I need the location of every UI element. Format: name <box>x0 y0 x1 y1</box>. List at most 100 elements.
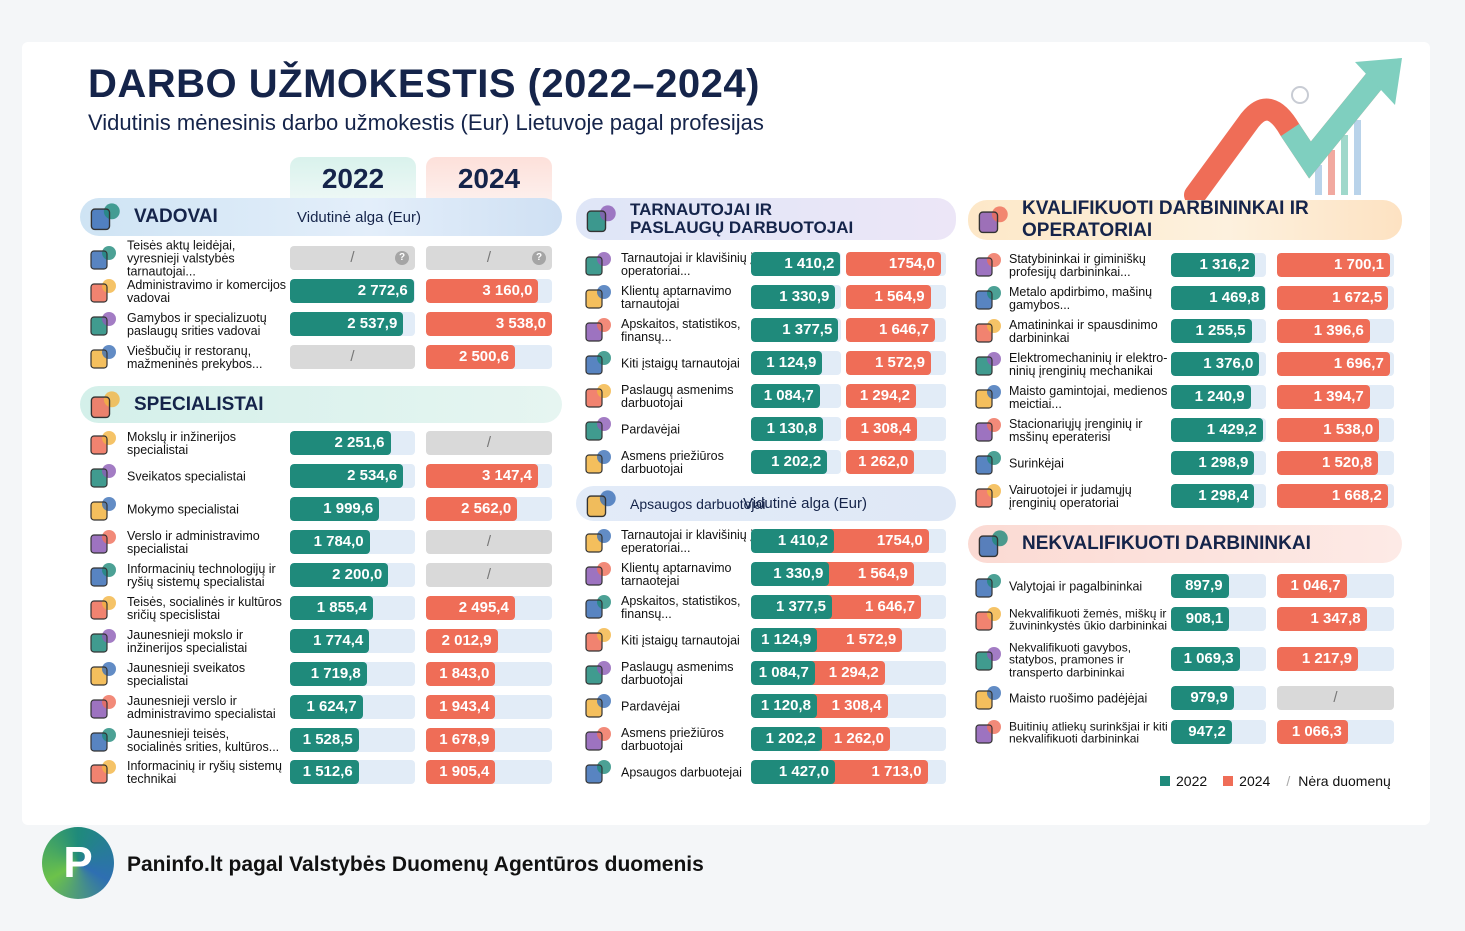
hairdryer-icon <box>585 384 611 408</box>
bar-2022: 1 255,5 <box>1171 319 1252 343</box>
bar-2024: 2 500,6 <box>426 345 515 369</box>
bar-2022: 1 429,2 <box>1171 418 1263 442</box>
welding-mask-icon <box>975 286 1001 310</box>
table-row: Administravimo ir komercijos vadovai 2 77… <box>0 275 1465 308</box>
section-title: NEKVALIFIKUOTI DARBININKAI <box>1022 533 1311 554</box>
row-label: Surinkėjai <box>1009 456 1064 470</box>
bar-track-2024: 1 646,7 <box>846 318 946 342</box>
lightbulb-graduate-icon <box>90 390 120 418</box>
row-label: Jaunesnieji verslo ir administravimo spe… <box>127 693 276 721</box>
table-row: Maisto ruošimo padėjėjai 979,9 / <box>0 682 1465 715</box>
bar-2022: 2 537,9 <box>290 312 404 336</box>
no-data-mark: / <box>1333 689 1338 706</box>
hairdryer-icon <box>585 661 611 685</box>
bar-2022: 1 784,0 <box>290 530 370 554</box>
table-row: Paslaugų asmenims darbuotojai 1 084,7 1 29… <box>0 380 1465 413</box>
abacus-icon <box>585 595 611 619</box>
chef-hat-icon <box>975 385 1001 409</box>
bar-track-2022: 1 376,0 <box>1171 352 1266 376</box>
row-label: Metalo apdirbimo, mašinų gamybos... <box>1009 284 1153 312</box>
factory-icon <box>90 312 116 336</box>
bar-track-2022: 2 200,0 <box>290 563 415 587</box>
bar-track-2024: / <box>1277 686 1394 710</box>
bar-track-2024: 3 147,4 <box>426 464 552 488</box>
bar-track-2024: 3 538,0 <box>426 312 552 336</box>
table-row: Tarnautojai ir klavišinių įtaisų eperato… <box>0 525 1465 558</box>
table-row: Amatininkai ir spausdinimo darbininkai 1 … <box>0 315 1465 348</box>
bar-2022: 1 469,8 <box>1171 286 1266 310</box>
logo-letter: P <box>63 838 93 887</box>
bar-2022: 2 534,6 <box>290 464 404 488</box>
bar-2022: 1 624,7 <box>290 695 363 719</box>
table-row: Vairuotojei ir judamųjų įrenginių operat… <box>0 480 1465 513</box>
security-shield-icon <box>585 760 611 784</box>
bar-2022: 1 377,5 <box>751 595 833 619</box>
bar-2024: 1 347,8 <box>1277 607 1367 631</box>
row-label: Viešbučių ir restoranų, mažmeninės preky… <box>127 343 263 371</box>
chip-screwdriver-icon <box>975 352 1001 376</box>
bar-2022: 1 719,8 <box>290 662 367 686</box>
bar-track-2022: 1 429,2 <box>1171 418 1266 442</box>
bar-2024: 1 046,7 <box>1277 574 1347 598</box>
bar-2022: 1 120,8 <box>751 694 817 718</box>
paper-stack-icon <box>585 351 611 375</box>
bar-2024: 1 308,4 <box>810 694 888 718</box>
bar-track-2022: 1 298,9 <box>1171 451 1266 475</box>
bar-2022: 1 377,5 <box>751 318 839 342</box>
care-hands-icon <box>585 727 611 751</box>
bar-track: 1754,0 1 410,2 <box>751 529 946 553</box>
table-row: Valytojai ir pagalbininkai 897,9 1 046,7 <box>0 570 1465 603</box>
bar-2024: 1 668,2 <box>1277 484 1388 508</box>
first-aid-icon <box>90 662 116 686</box>
bar-2024: 1 672,5 <box>1277 286 1389 310</box>
bar-2022: 1 410,2 <box>751 252 841 276</box>
bar-track-2024: 1 394,7 <box>1277 385 1394 409</box>
bar-track-2024: 3 160,0 <box>426 279 552 303</box>
bar-2022: 1 240,9 <box>1171 385 1251 409</box>
bar-2022: 1 298,9 <box>1171 451 1255 475</box>
bar-track-2022: 1 202,2 <box>751 450 841 474</box>
help-icon[interactable]: ? <box>395 251 409 265</box>
row-label: Klientų aptarnavimo tarnaotejai <box>621 560 732 588</box>
bar-2024: 1754,0 <box>846 252 941 276</box>
bar-track-2024: 1 217,9 <box>1277 647 1394 671</box>
help-icon[interactable]: ? <box>532 251 546 265</box>
table-row: Verslo ir administravimo specialistai 1 7… <box>0 526 1465 559</box>
source-note: Paninfo.lt pagal Valstybės Duomenų Agent… <box>127 853 704 876</box>
bar-track-2024: 1 538,0 <box>1277 418 1394 442</box>
bar-track: 1 564,9 1 330,9 <box>751 562 946 586</box>
laptop-icon <box>90 563 116 587</box>
bar-track-2024: 1 672,5 <box>1277 286 1394 310</box>
bar-2022: 1 069,3 <box>1171 647 1240 671</box>
table-row: Asmens priežiūros darbuotojai 1 202,2 1 26… <box>0 446 1465 479</box>
bar-2024: 1 696,7 <box>1277 352 1390 376</box>
bar-2022: 1 298,4 <box>1171 484 1255 508</box>
microscope-icon <box>90 431 116 455</box>
page-title: DARBO UŽMOKESTIS (2022–2024) <box>88 62 760 106</box>
bar-track-2022: 1 298,4 <box>1171 484 1266 508</box>
flask-icon <box>90 629 116 653</box>
section-title: VADOVAI <box>134 206 218 227</box>
bar-track-2022: 947,2 <box>1171 720 1266 744</box>
bar-track: 1 262,0 1 202,2 <box>751 727 946 751</box>
row-label: Informacinių technologijų ir ryšių siste… <box>127 561 276 589</box>
bar-track-2024: 1 347,8 <box>1277 607 1394 631</box>
bar-track-2024: 1 046,7 <box>1277 574 1394 598</box>
bar-track-2024: 1 843,0 <box>426 662 552 686</box>
table-row: Stacionariųjų įrenginių ir msšinų eperat… <box>0 414 1465 447</box>
table-row: Mokymo specialistai 1 999,6 2 562,0 <box>0 493 1465 526</box>
pitchfork-fish-icon <box>975 607 1001 631</box>
bar-2024: 1 538,0 <box>1277 418 1380 442</box>
bar-track-2024: 2 562,0 <box>426 497 552 521</box>
section-header: NEKVALIFIKUOTI DARBININKAI <box>968 525 1402 563</box>
bar-2024: 1 394,7 <box>1277 385 1370 409</box>
bar-track-2024: 1 262,0 <box>846 450 946 474</box>
avg-salary-label: Vidutinė alga (Eur) <box>297 208 421 226</box>
section-header: SPECIALISTAI <box>80 386 562 423</box>
office-worker-icon <box>586 205 616 233</box>
bar-2022: 1 330,9 <box>751 285 836 309</box>
row-label: Mokymo specialistai <box>127 502 239 516</box>
table-row: Apskaitos, statistikos, finansų... 1 377,… <box>0 314 1465 347</box>
row-label: Jaunesnieji mokslo ir inžinerijos specia… <box>127 627 248 655</box>
row-label: Paslaugų asmenims darbuotojai <box>621 659 734 687</box>
